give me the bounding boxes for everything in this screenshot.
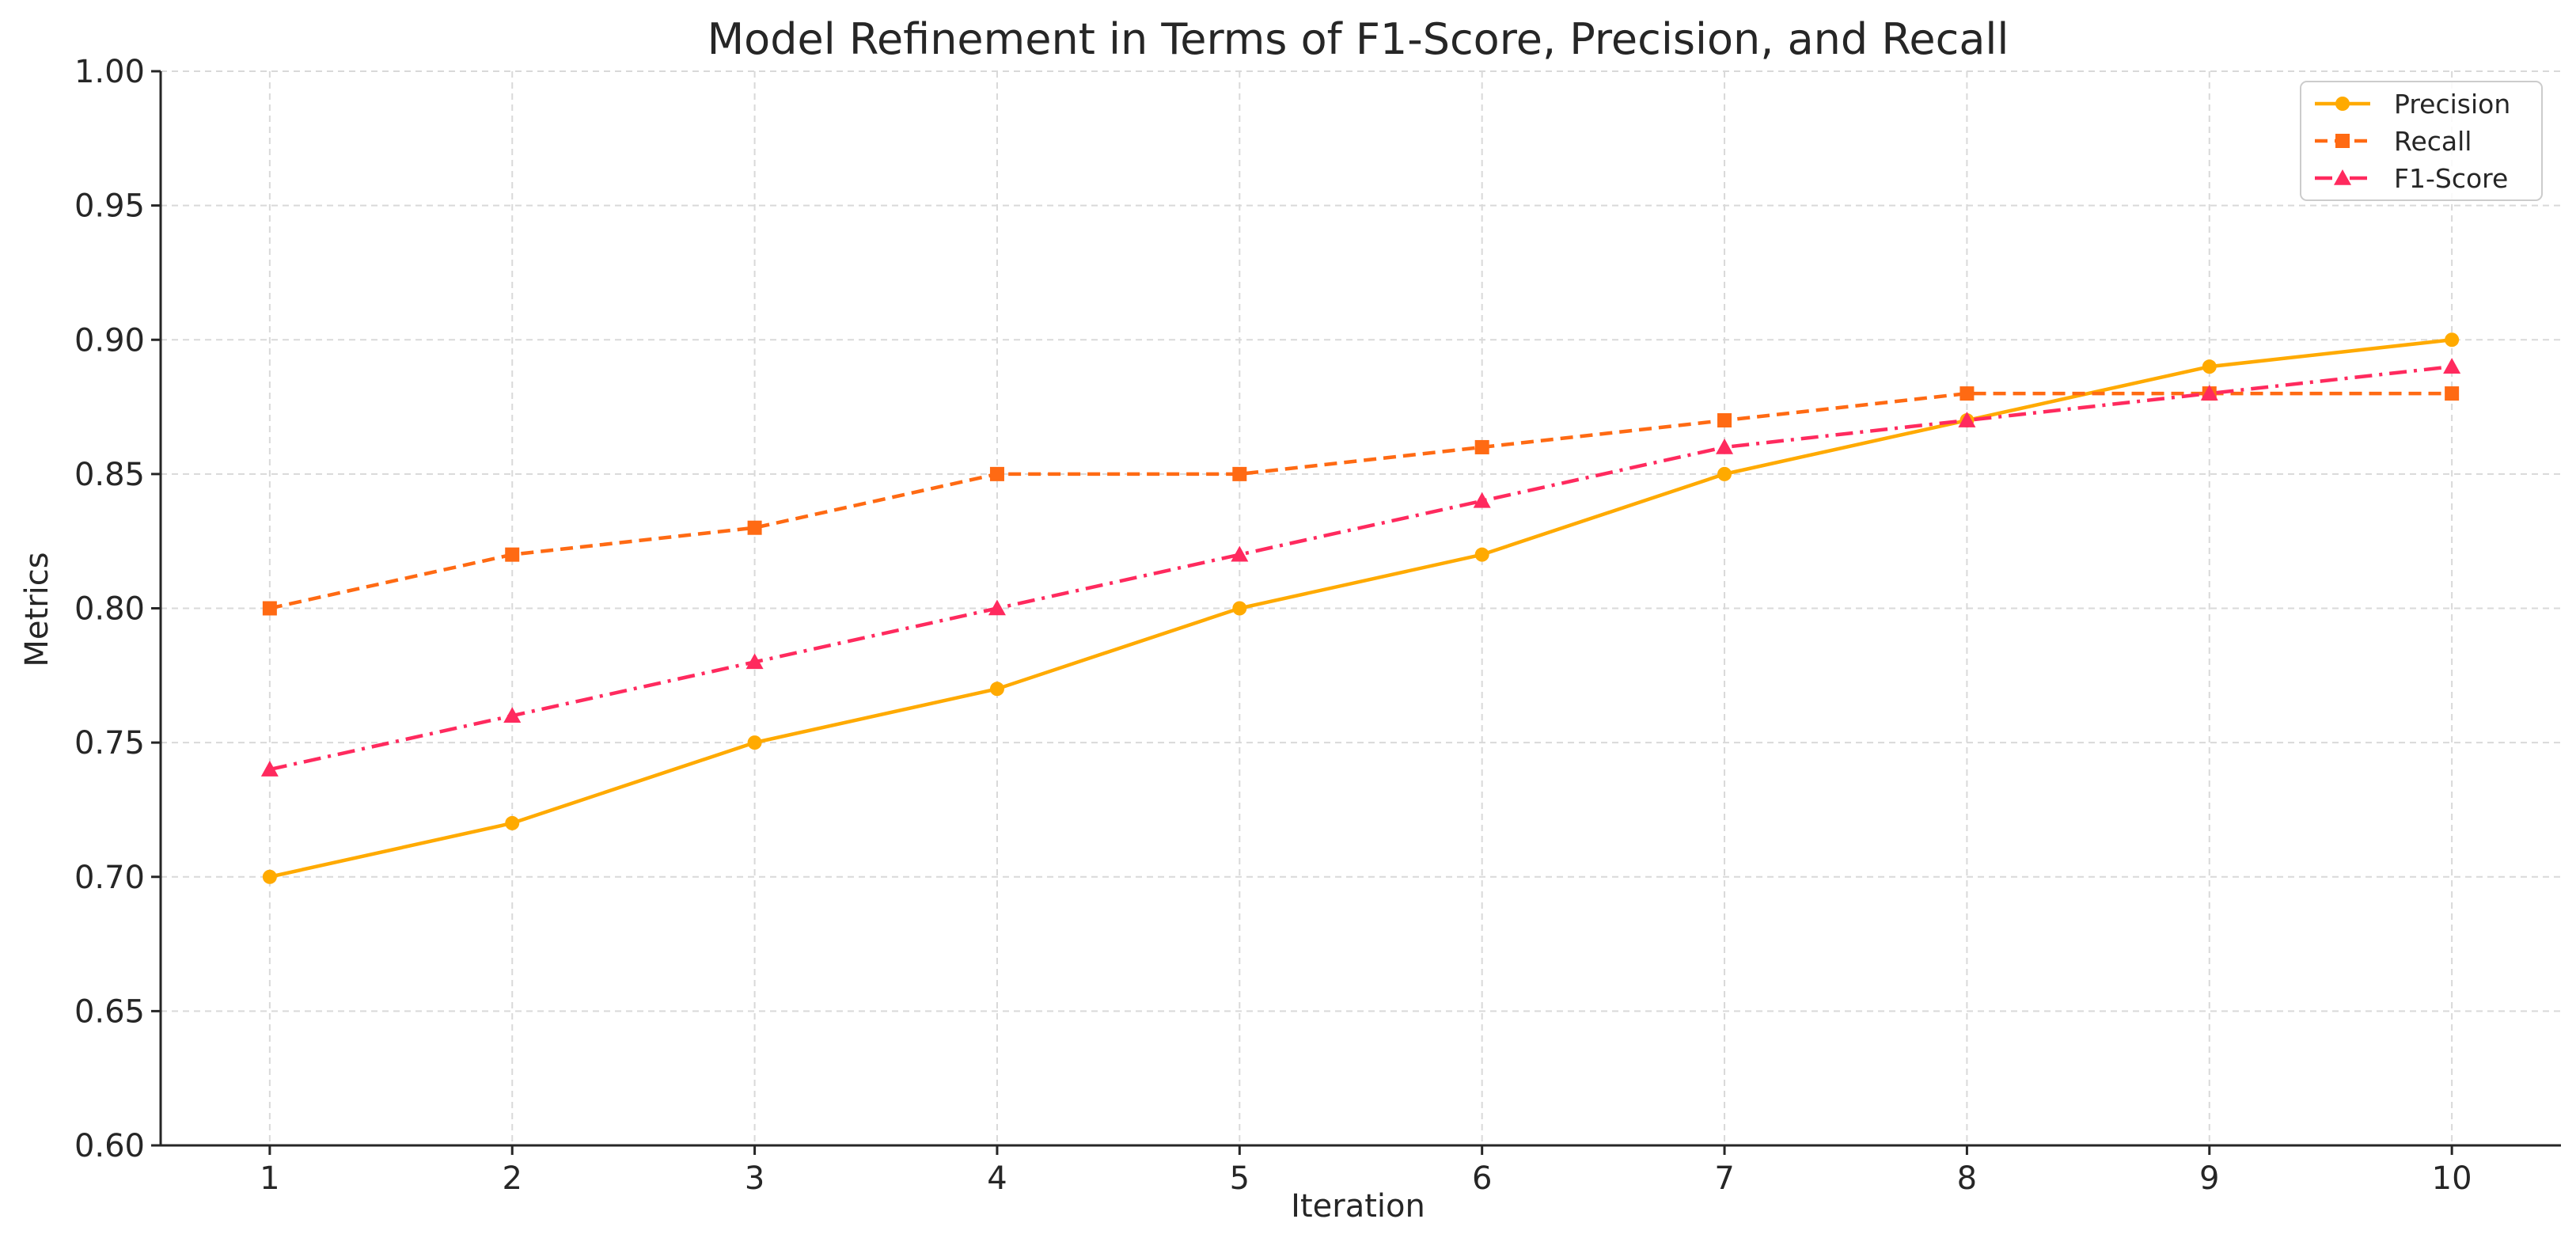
grid — [161, 70, 2561, 1146]
y-tick-label: 0.90 — [74, 322, 145, 359]
data-point-precision — [1474, 547, 1489, 562]
legend-label: Recall — [2394, 126, 2472, 157]
data-point-precision — [2202, 359, 2217, 374]
x-axis-label: Iteration — [1291, 1188, 1425, 1225]
data-point-f1-score — [2443, 358, 2461, 374]
data-point-precision — [2445, 332, 2460, 347]
data-point-f1-score — [503, 707, 522, 723]
y-tick-label: 0.60 — [74, 1128, 145, 1164]
data-point-recall — [747, 520, 762, 535]
legend-marker-swatch — [2334, 169, 2351, 185]
data-point-f1-score — [1473, 492, 1491, 508]
legend-label: F1-Score — [2394, 163, 2508, 194]
x-tick-label: 3 — [745, 1160, 764, 1197]
legend-entry-f1-score: F1-Score — [2315, 163, 2508, 194]
data-point-f1-score — [1958, 412, 1976, 427]
legend-entry-recall: Recall — [2315, 126, 2472, 157]
data-point-precision — [747, 735, 762, 750]
y-tick-label: 0.85 — [74, 457, 145, 493]
tick-labels: 1 2 3 4 5 6 7 8 9 10 0.60 0.65 0.70 0.75 0.80 0.85 0.90 0… — [74, 54, 2472, 1197]
data-point-f1-score — [1231, 545, 1249, 562]
x-tick-label: 10 — [2432, 1160, 2472, 1197]
series-line-precision — [269, 338, 2453, 879]
x-tick-label: 1 — [260, 1160, 279, 1197]
legend: Precision Recall F1-Score — [2300, 81, 2543, 201]
data-point-f1-score — [745, 653, 764, 670]
data-point-precision — [262, 869, 277, 884]
x-tick-label: 9 — [2199, 1160, 2219, 1197]
legend-entry-precision: Precision — [2315, 89, 2510, 120]
data-point-precision — [505, 815, 520, 830]
chart-title: Model Refinement in Terms of F1-Score, P… — [708, 14, 2009, 64]
x-tick-label: 4 — [987, 1160, 1007, 1197]
data-point-f1-score — [1716, 438, 1734, 454]
y-tick-label: 0.80 — [74, 591, 145, 628]
data-point-f1-score — [988, 599, 1006, 616]
data-point-precision — [1717, 466, 1732, 481]
x-tick-label: 6 — [1472, 1160, 1492, 1197]
series-f1-score — [260, 358, 2461, 777]
y-tick-label: 0.65 — [74, 993, 145, 1030]
data-point-f1-score — [260, 761, 279, 777]
series-lines — [260, 332, 2461, 884]
data-point-recall — [262, 601, 277, 616]
series-line-recall — [269, 391, 2453, 610]
legend-label: Precision — [2394, 89, 2510, 120]
data-point-recall — [1474, 439, 1489, 454]
data-point-recall — [2445, 386, 2460, 401]
data-point-precision — [989, 682, 1004, 697]
x-tick-label: 2 — [503, 1160, 522, 1197]
y-tick-label: 0.75 — [74, 725, 145, 761]
data-point-recall — [1960, 386, 1975, 401]
legend-box — [2300, 81, 2543, 201]
y-axis-label: Metrics — [19, 552, 55, 666]
legend-marker-swatch — [2335, 134, 2350, 148]
legend-marker-swatch — [2335, 97, 2350, 111]
series-line-f1-score — [269, 364, 2453, 772]
series-precision — [262, 332, 2460, 884]
data-point-recall — [989, 466, 1004, 481]
axes — [151, 70, 2561, 1155]
x-tick-label: 5 — [1230, 1160, 1250, 1197]
y-tick-label: 0.70 — [74, 860, 145, 896]
y-tick-label: 0.95 — [74, 188, 145, 225]
data-point-recall — [1232, 466, 1247, 481]
x-tick-label: 7 — [1714, 1160, 1734, 1197]
data-point-recall — [505, 547, 520, 562]
data-point-precision — [1232, 601, 1247, 616]
data-point-f1-score — [2200, 385, 2218, 401]
y-tick-label: 1.00 — [74, 54, 145, 90]
data-point-recall — [1717, 413, 1732, 428]
x-tick-label: 8 — [1957, 1160, 1977, 1197]
